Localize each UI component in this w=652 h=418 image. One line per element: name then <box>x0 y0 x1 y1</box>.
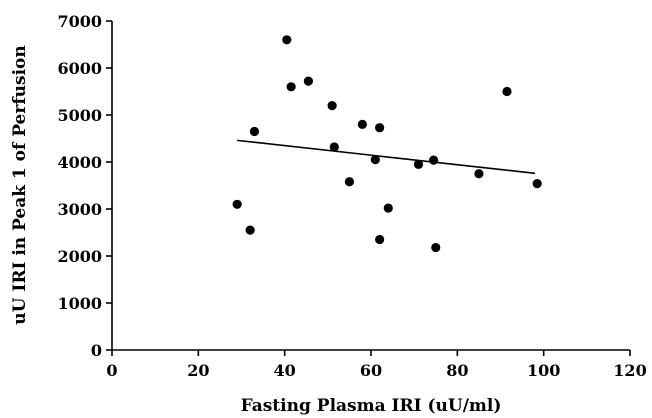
data-points <box>232 35 542 253</box>
x-tick-label: 40 <box>274 361 296 380</box>
x-tick-label: 100 <box>527 361 560 380</box>
x-tick-label: 80 <box>446 361 468 380</box>
data-point <box>413 159 424 169</box>
y-tick-label: 4000 <box>57 153 102 172</box>
data-point <box>428 155 439 165</box>
data-point <box>329 142 339 152</box>
x-tick-label: 120 <box>613 361 646 380</box>
data-point <box>502 86 512 97</box>
x-tick-label: 60 <box>360 361 382 380</box>
y-tick-label: 6000 <box>57 59 102 78</box>
y-tick-label: 7000 <box>57 12 102 31</box>
x-axis-ticks: 0 20 40 60 80 100 120 <box>106 350 647 380</box>
y-tick-label: 1000 <box>57 294 102 313</box>
data-point <box>532 179 542 189</box>
x-axis-label: Fasting Plasma IRI (uU/ml) <box>241 396 502 416</box>
y-tick-label: 5000 <box>57 106 102 125</box>
y-tick-label: 3000 <box>57 200 102 219</box>
data-point <box>370 155 380 165</box>
x-tick-label: 20 <box>187 361 209 380</box>
data-point <box>232 199 242 209</box>
data-point <box>357 119 367 129</box>
x-tick-label: 0 <box>106 361 117 380</box>
data-point <box>249 126 260 137</box>
y-tick-label: 2000 <box>57 247 102 266</box>
data-point <box>282 35 292 45</box>
data-point <box>327 101 337 111</box>
y-tick-label: 0 <box>91 341 102 360</box>
data-point <box>245 225 255 235</box>
data-point <box>286 82 296 92</box>
data-point <box>344 177 355 187</box>
trend-line <box>237 139 536 175</box>
data-point <box>375 123 385 133</box>
y-axis-label: uU IRI in Peak 1 of Perfusion <box>10 45 30 324</box>
data-point <box>375 234 385 245</box>
data-point <box>303 76 314 86</box>
data-point <box>474 169 484 179</box>
y-axis-ticks: 0 1000 2000 3000 4000 5000 6000 7000 <box>57 12 112 360</box>
data-point <box>383 203 393 213</box>
data-point <box>431 242 441 253</box>
